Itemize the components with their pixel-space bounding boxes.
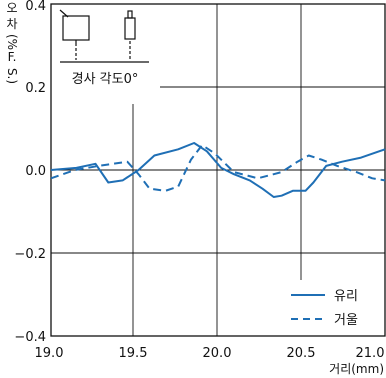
legend: 유리 거울: [282, 284, 382, 330]
series-line-glass: [50, 142, 386, 198]
inset-label: 경사 각도0°: [72, 72, 139, 87]
y-axis-label-part: 오: [6, 1, 17, 15]
x-axis-label: 거리(mm): [329, 362, 384, 376]
legend-label-glass: 유리: [334, 289, 358, 304]
y-tick-label-0.0: 0.0: [25, 164, 46, 179]
y-axis-label-part: (%: [5, 34, 19, 50]
inset-probe-body: [124, 17, 136, 40]
y-axis-label-part: S.): [5, 68, 19, 84]
inset-sensor-arrow: [59, 9, 69, 18]
x-tick-label-20.5: 20.5: [287, 346, 316, 361]
x-tick-label-21.0: 21.0: [356, 346, 385, 361]
x-tick-label-19.0: 19.0: [35, 346, 64, 361]
y-tick-label--0.4: −0.4: [14, 330, 46, 345]
inset-diagram: [59, 9, 149, 63]
series-line-mirror: [50, 144, 386, 192]
series-layer: [50, 142, 386, 198]
x-tick-label-20.0: 20.0: [203, 346, 232, 361]
y-axis-label: 오 차 (% F. S.): [5, 1, 19, 84]
x-tick-label-19.5: 19.5: [119, 346, 148, 361]
inset-probe-cap: [127, 10, 133, 19]
y-tick-label-0.2: 0.2: [25, 81, 46, 96]
y-axis-label-part: F.: [8, 50, 17, 64]
y-tick-label-0.4: 0.4: [25, 0, 46, 14]
y-tick-label--0.2: −0.2: [14, 247, 46, 262]
y-axis-label-part: 차: [6, 17, 17, 31]
legend-background: [282, 284, 382, 330]
legend-label-mirror: 거울: [334, 313, 358, 328]
inset-sensor-box: [62, 15, 90, 41]
